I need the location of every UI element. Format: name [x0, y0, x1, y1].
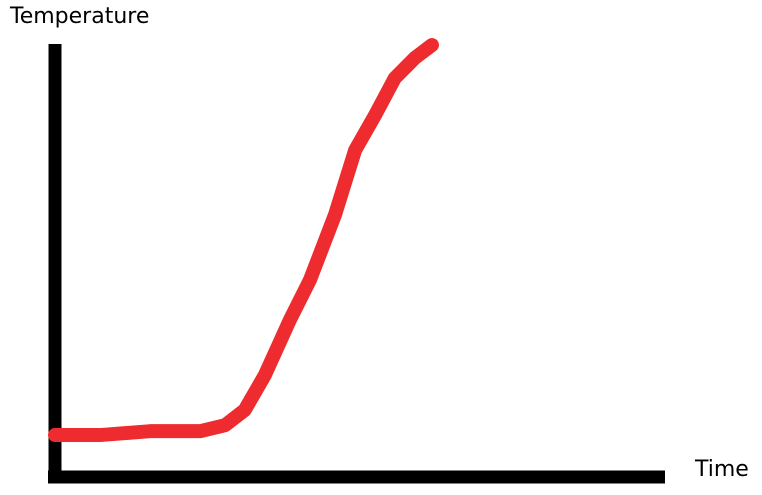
x-axis-label: Time [694, 457, 749, 482]
y-axis-label: Temperature [9, 4, 149, 29]
line-series [48, 38, 439, 443]
